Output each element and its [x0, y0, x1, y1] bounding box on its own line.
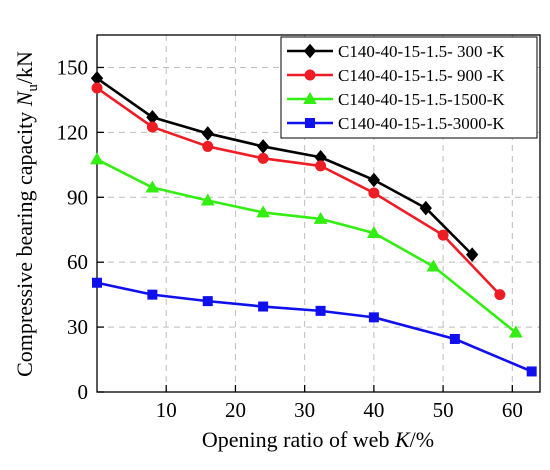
x-tick-label: 40 — [363, 398, 384, 422]
data-point — [368, 312, 379, 323]
y-tick-label: 150 — [57, 55, 89, 79]
data-point — [92, 277, 102, 288]
y-axis-title-subscript: u — [25, 84, 41, 92]
y-tick-label: 120 — [57, 120, 89, 144]
legend-label: C140-40-15-1.5-1500-K — [338, 90, 505, 109]
legend-swatch-marker — [303, 91, 317, 104]
series-line — [96, 86, 501, 296]
x-tick-label: 30 — [294, 398, 315, 422]
y-tick-label: 0 — [78, 380, 89, 404]
series-line — [96, 77, 474, 256]
plot-frame — [96, 34, 541, 393]
legend: C140-40-15-1.5- 300 -K C140-40-15-1.5- 90… — [280, 36, 538, 139]
data-point — [201, 126, 214, 141]
x-tick-label: 50 — [433, 398, 454, 422]
legend-items: C140-40-15-1.5- 300 -K C140-40-15-1.5- 90… — [287, 42, 505, 133]
legend-item: C140-40-15-1.5- 300 -K — [287, 42, 505, 61]
data-point — [315, 305, 326, 316]
legend-item: C140-40-15-1.5-1500-K — [287, 90, 505, 109]
x-axis-title-suffix: /% — [410, 427, 434, 452]
data-point — [367, 225, 381, 238]
legend-box — [280, 36, 538, 139]
data-point — [200, 193, 215, 206]
data-point — [508, 325, 523, 338]
series-line — [96, 158, 517, 334]
data-point — [202, 296, 213, 307]
legend-swatch-marker — [304, 69, 316, 81]
y-tick-label: 30 — [67, 315, 88, 339]
legend-label: C140-40-15-1.5- 300 -K — [338, 42, 505, 61]
data-point — [202, 140, 214, 152]
data-point — [146, 121, 158, 133]
legend-item: C140-40-15-1.5-3000-K — [287, 114, 505, 133]
data-point — [494, 289, 506, 301]
x-axis-title-prefix: Opening ratio of web — [202, 427, 395, 452]
x-axis-title: Opening ratio of web K/% — [202, 427, 434, 452]
data-point — [526, 366, 537, 377]
x-tick-label: 10 — [156, 398, 177, 422]
legend-label: C140-40-15-1.5-3000-K — [338, 114, 505, 133]
legend-label: C140-40-15-1.5- 900 -K — [338, 66, 505, 85]
legend-item: C140-40-15-1.5- 900 -K — [287, 66, 505, 85]
data-point — [437, 229, 449, 241]
data-point — [466, 247, 479, 262]
legend-swatch-marker — [303, 43, 317, 59]
y-tick-label: 90 — [67, 185, 88, 209]
data-point — [426, 259, 441, 272]
y-axis-title-suffix: /kN — [12, 51, 37, 84]
data-point — [258, 301, 269, 312]
data-point — [91, 82, 103, 94]
y-axis-title: Compressive bearing capacity Nu/kN — [12, 51, 41, 377]
data-point — [147, 289, 158, 300]
y-tick-label: 60 — [67, 250, 88, 274]
y-axis-title-prefix: Compressive bearing capacity — [12, 106, 37, 377]
data-point — [313, 211, 328, 224]
legend-swatch-marker — [305, 118, 315, 128]
data-point — [315, 160, 327, 172]
series-3 — [90, 152, 523, 338]
data-point — [367, 172, 381, 188]
data-point — [449, 333, 460, 344]
series-line — [96, 281, 533, 373]
data-point — [368, 187, 380, 199]
data-point — [419, 200, 432, 216]
axis-ticks: 10 20 30 40 50 60 0 30 60 90 120 150 — [57, 55, 523, 422]
x-tick-label: 20 — [225, 398, 246, 422]
series-1 — [90, 70, 479, 262]
series-2 — [91, 82, 506, 301]
y-axis-title-italic: N — [12, 90, 37, 107]
x-tick-label: 60 — [502, 398, 523, 422]
data-point — [257, 152, 269, 164]
series-4 — [92, 277, 537, 377]
data-point — [256, 139, 270, 154]
series-group — [90, 70, 537, 377]
data-point — [90, 152, 104, 165]
x-axis-title-italic: K — [394, 427, 411, 452]
data-point — [256, 205, 270, 218]
data-point — [145, 180, 160, 193]
